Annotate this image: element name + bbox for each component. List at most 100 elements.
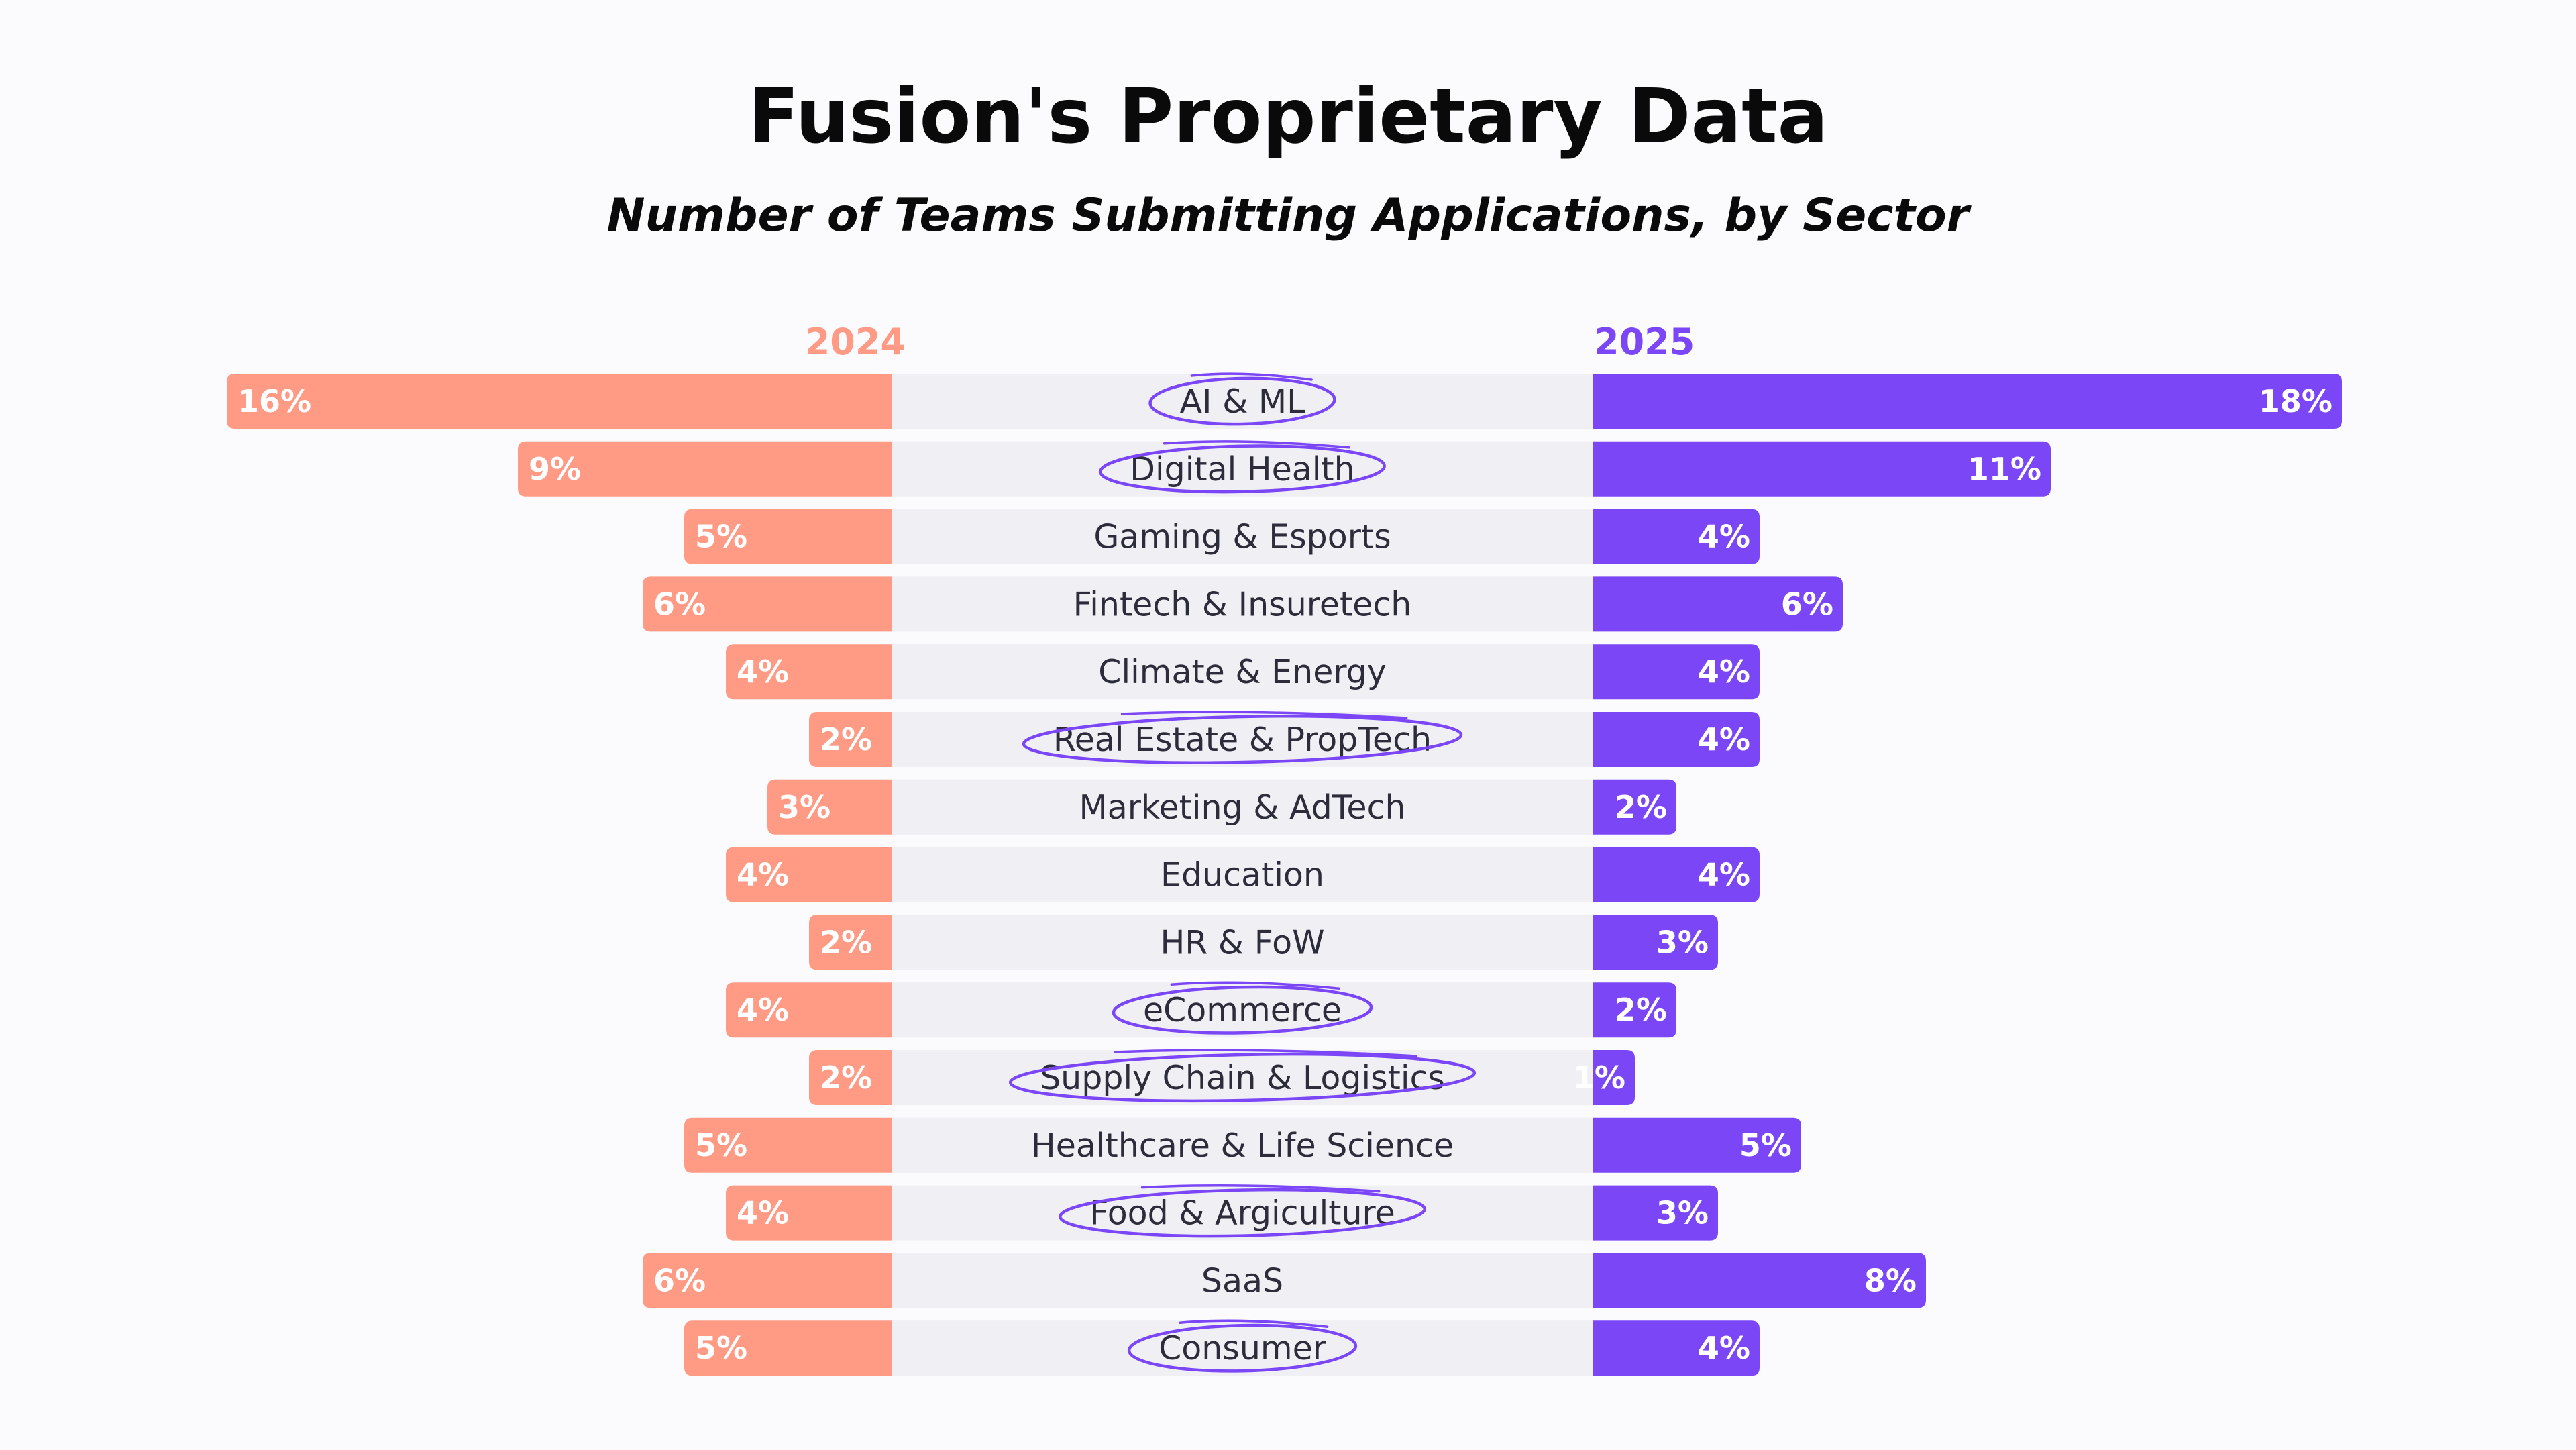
value-label-2024-ecommerce: 4% bbox=[737, 992, 789, 1028]
value-label-2024-healthcare-and-life-science: 5% bbox=[695, 1127, 747, 1163]
sector-label-healthcare-and-life-science: Healthcare & Life Science bbox=[1031, 1127, 1454, 1165]
row-ai-and-ml: 16% 18% AI & ML bbox=[227, 372, 2342, 429]
sector-label-gaming-and-esports: Gaming & Esports bbox=[1093, 518, 1391, 556]
row-hr-and-fow: 2% 3% HR & FoW bbox=[809, 915, 1718, 970]
bar-2025-supply-chain-and-logistics bbox=[1593, 1050, 1635, 1105]
bar-2025-digital-health bbox=[1593, 441, 2051, 497]
row-education: 4% 4% Education bbox=[726, 847, 1760, 902]
highlight-circle-food-and-argiculture bbox=[1059, 1184, 1426, 1238]
highlight-circle-supply-chain-and-logistics bbox=[1008, 1049, 1477, 1103]
bar-2024-gaming-and-esports bbox=[684, 509, 892, 564]
highlight-circle-digital-health bbox=[1099, 440, 1386, 494]
value-label-2024-fintech-and-insuretech: 6% bbox=[653, 586, 706, 622]
chart-rows: 16% 18% AI & ML 9% 11% Digital Health 5% 4% Gami… bbox=[227, 372, 2342, 1376]
value-label-2024-supply-chain-and-logistics: 2% bbox=[820, 1059, 872, 1096]
row-band bbox=[892, 982, 1593, 1038]
value-label-2025-marketing-and-adtech: 2% bbox=[1615, 789, 1667, 825]
bar-2025-saas bbox=[1593, 1253, 1926, 1308]
bar-2024-real-estate-and-proptech bbox=[809, 712, 892, 767]
bar-2024-hr-and-fow bbox=[809, 915, 892, 970]
row-band bbox=[892, 1117, 1593, 1173]
row-band bbox=[892, 712, 1593, 767]
value-label-2025-healthcare-and-life-science: 5% bbox=[1739, 1127, 1792, 1163]
row-real-estate-and-proptech: 2% 4% Real Estate & PropTech bbox=[809, 711, 1760, 767]
bar-2024-saas bbox=[643, 1253, 892, 1308]
value-label-2025-ecommerce: 2% bbox=[1615, 992, 1667, 1028]
bar-2025-healthcare-and-life-science bbox=[1593, 1117, 1801, 1173]
sector-label-saas: SaaS bbox=[1201, 1261, 1283, 1300]
value-label-2025-fintech-and-insuretech: 6% bbox=[1781, 586, 1833, 622]
chart-title: Fusion's Proprietary Data bbox=[748, 73, 1828, 160]
sector-label-ecommerce: eCommerce bbox=[1143, 991, 1342, 1029]
value-label-2025-gaming-and-esports: 4% bbox=[1698, 519, 1750, 555]
row-digital-health: 9% 11% Digital Health bbox=[518, 440, 2051, 497]
bar-2024-marketing-and-adtech bbox=[767, 779, 892, 835]
bar-2024-education bbox=[726, 847, 892, 902]
bar-2025-food-and-argiculture bbox=[1593, 1185, 1718, 1241]
value-label-2024-consumer: 5% bbox=[695, 1330, 747, 1366]
value-label-2025-digital-health: 11% bbox=[1968, 451, 2041, 487]
series-header-2024: 2024 bbox=[805, 321, 906, 363]
sector-label-food-and-argiculture: Food & Argiculture bbox=[1089, 1194, 1395, 1233]
sector-label-real-estate-and-proptech: Real Estate & PropTech bbox=[1053, 721, 1432, 759]
series-header-2025: 2025 bbox=[1594, 321, 1695, 363]
value-label-2024-hr-and-fow: 2% bbox=[820, 924, 872, 960]
sector-label-supply-chain-and-logistics: Supply Chain & Logistics bbox=[1040, 1059, 1445, 1097]
value-label-2024-marketing-and-adtech: 3% bbox=[778, 789, 830, 825]
highlight-circle-ai-and-ml bbox=[1148, 372, 1336, 426]
bar-2024-climate-and-energy bbox=[726, 644, 892, 700]
bar-2025-ecommerce bbox=[1593, 982, 1676, 1038]
row-gaming-and-esports: 5% 4% Gaming & Esports bbox=[684, 509, 1760, 564]
bar-2025-gaming-and-esports bbox=[1593, 509, 1760, 564]
bar-2025-climate-and-energy bbox=[1593, 644, 1760, 700]
sector-label-hr-and-fow: HR & FoW bbox=[1160, 923, 1324, 962]
row-band bbox=[892, 509, 1593, 564]
bar-2024-digital-health bbox=[518, 441, 892, 497]
row-climate-and-energy: 4% 4% Climate & Energy bbox=[726, 644, 1760, 700]
value-label-2024-food-and-argiculture: 4% bbox=[737, 1195, 789, 1231]
row-band bbox=[892, 576, 1593, 632]
bar-2024-supply-chain-and-logistics bbox=[809, 1050, 892, 1105]
bar-2025-education bbox=[1593, 847, 1760, 902]
row-saas: 6% 8% SaaS bbox=[643, 1253, 1926, 1308]
sector-label-digital-health: Digital Health bbox=[1130, 450, 1354, 488]
value-label-2025-food-and-argiculture: 3% bbox=[1656, 1195, 1709, 1231]
bar-2025-hr-and-fow bbox=[1593, 915, 1718, 970]
row-supply-chain-and-logistics: 2% 1% Supply Chain & Logistics bbox=[809, 1049, 1635, 1105]
highlight-circle-consumer bbox=[1127, 1319, 1358, 1373]
value-label-2025-real-estate-and-proptech: 4% bbox=[1698, 721, 1750, 758]
value-label-2025-consumer: 4% bbox=[1698, 1330, 1750, 1366]
chart-subtitle: Number of Teams Submitting Applications,… bbox=[607, 189, 1972, 242]
row-consumer: 5% 4% Consumer bbox=[684, 1319, 1760, 1376]
value-label-2024-ai-and-ml: 16% bbox=[237, 383, 311, 419]
bar-2025-fintech-and-insuretech bbox=[1593, 576, 1843, 632]
row-food-and-argiculture: 4% 3% Food & Argiculture bbox=[726, 1184, 1718, 1241]
sector-label-marketing-and-adtech: Marketing & AdTech bbox=[1079, 788, 1405, 827]
row-band bbox=[892, 1320, 1593, 1376]
row-band bbox=[892, 915, 1593, 970]
bar-2024-ai-and-ml bbox=[227, 374, 892, 429]
bar-2024-consumer bbox=[684, 1320, 892, 1376]
value-label-2024-climate-and-energy: 4% bbox=[737, 654, 789, 690]
value-label-2024-real-estate-and-proptech: 2% bbox=[820, 721, 872, 758]
row-band bbox=[892, 441, 1593, 497]
row-marketing-and-adtech: 3% 2% Marketing & AdTech bbox=[767, 779, 1676, 835]
value-label-2025-ai-and-ml: 18% bbox=[2259, 383, 2332, 419]
row-band bbox=[892, 1253, 1593, 1308]
value-label-2024-digital-health: 9% bbox=[529, 451, 581, 487]
sector-label-climate-and-energy: Climate & Energy bbox=[1098, 653, 1386, 691]
sector-label-consumer: Consumer bbox=[1159, 1329, 1327, 1367]
row-band bbox=[892, 779, 1593, 835]
bar-2024-fintech-and-insuretech bbox=[643, 576, 892, 632]
bar-2024-healthcare-and-life-science bbox=[684, 1117, 892, 1173]
row-band bbox=[892, 1185, 1593, 1241]
highlight-circle-real-estate-and-proptech bbox=[1022, 711, 1463, 764]
sector-label-ai-and-ml: AI & ML bbox=[1180, 382, 1306, 421]
value-label-2024-saas: 6% bbox=[653, 1262, 706, 1298]
value-label-2025-hr-and-fow: 3% bbox=[1656, 924, 1709, 960]
row-band bbox=[892, 374, 1593, 429]
value-label-2025-education: 4% bbox=[1698, 857, 1750, 893]
sector-label-fintech-and-insuretech: Fintech & Insuretech bbox=[1073, 585, 1412, 623]
row-band bbox=[892, 847, 1593, 902]
